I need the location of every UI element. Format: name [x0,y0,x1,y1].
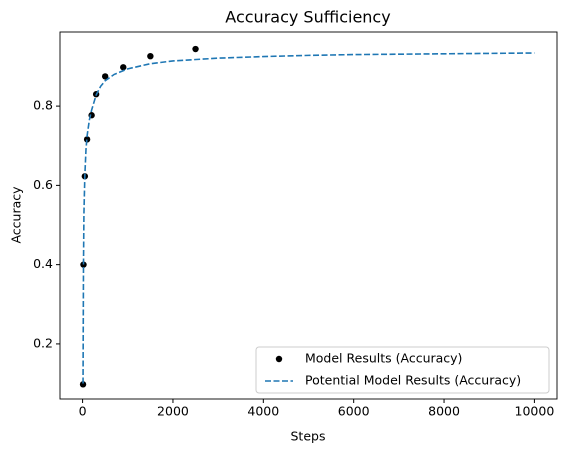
x-axis-label: Steps [291,429,326,444]
y-tick-label: 0.2 [33,335,53,350]
y-tick-label: 0.8 [33,98,53,113]
x-tick-label: 0 [79,404,87,419]
legend-label: Potential Model Results (Accuracy) [305,373,521,388]
chart-title: Accuracy Sufficiency [225,8,390,27]
x-tick-label: 4000 [247,404,279,419]
scatter-point [79,381,87,388]
line-series [82,52,535,384]
scatter-point [101,73,109,80]
x-tick-label: 2000 [157,404,189,419]
y-axis-label: Accuracy [9,186,24,244]
x-tick-label: 8000 [428,404,460,419]
y-tick-label: 0.6 [33,177,53,192]
plot-frame [59,31,558,400]
x-tick-label: 6000 [338,404,370,419]
x-tick-label: 10000 [515,404,555,419]
legend-label: Model Results (Accuracy) [305,351,462,366]
scatter-point [120,64,127,71]
legend-marker [275,355,283,363]
legend-box [255,346,550,394]
y-tick-label: 0.4 [33,256,53,271]
scatter-point [192,45,199,53]
scatter-point [80,261,87,268]
scatter-point [83,136,91,143]
scatter-point [147,52,154,60]
